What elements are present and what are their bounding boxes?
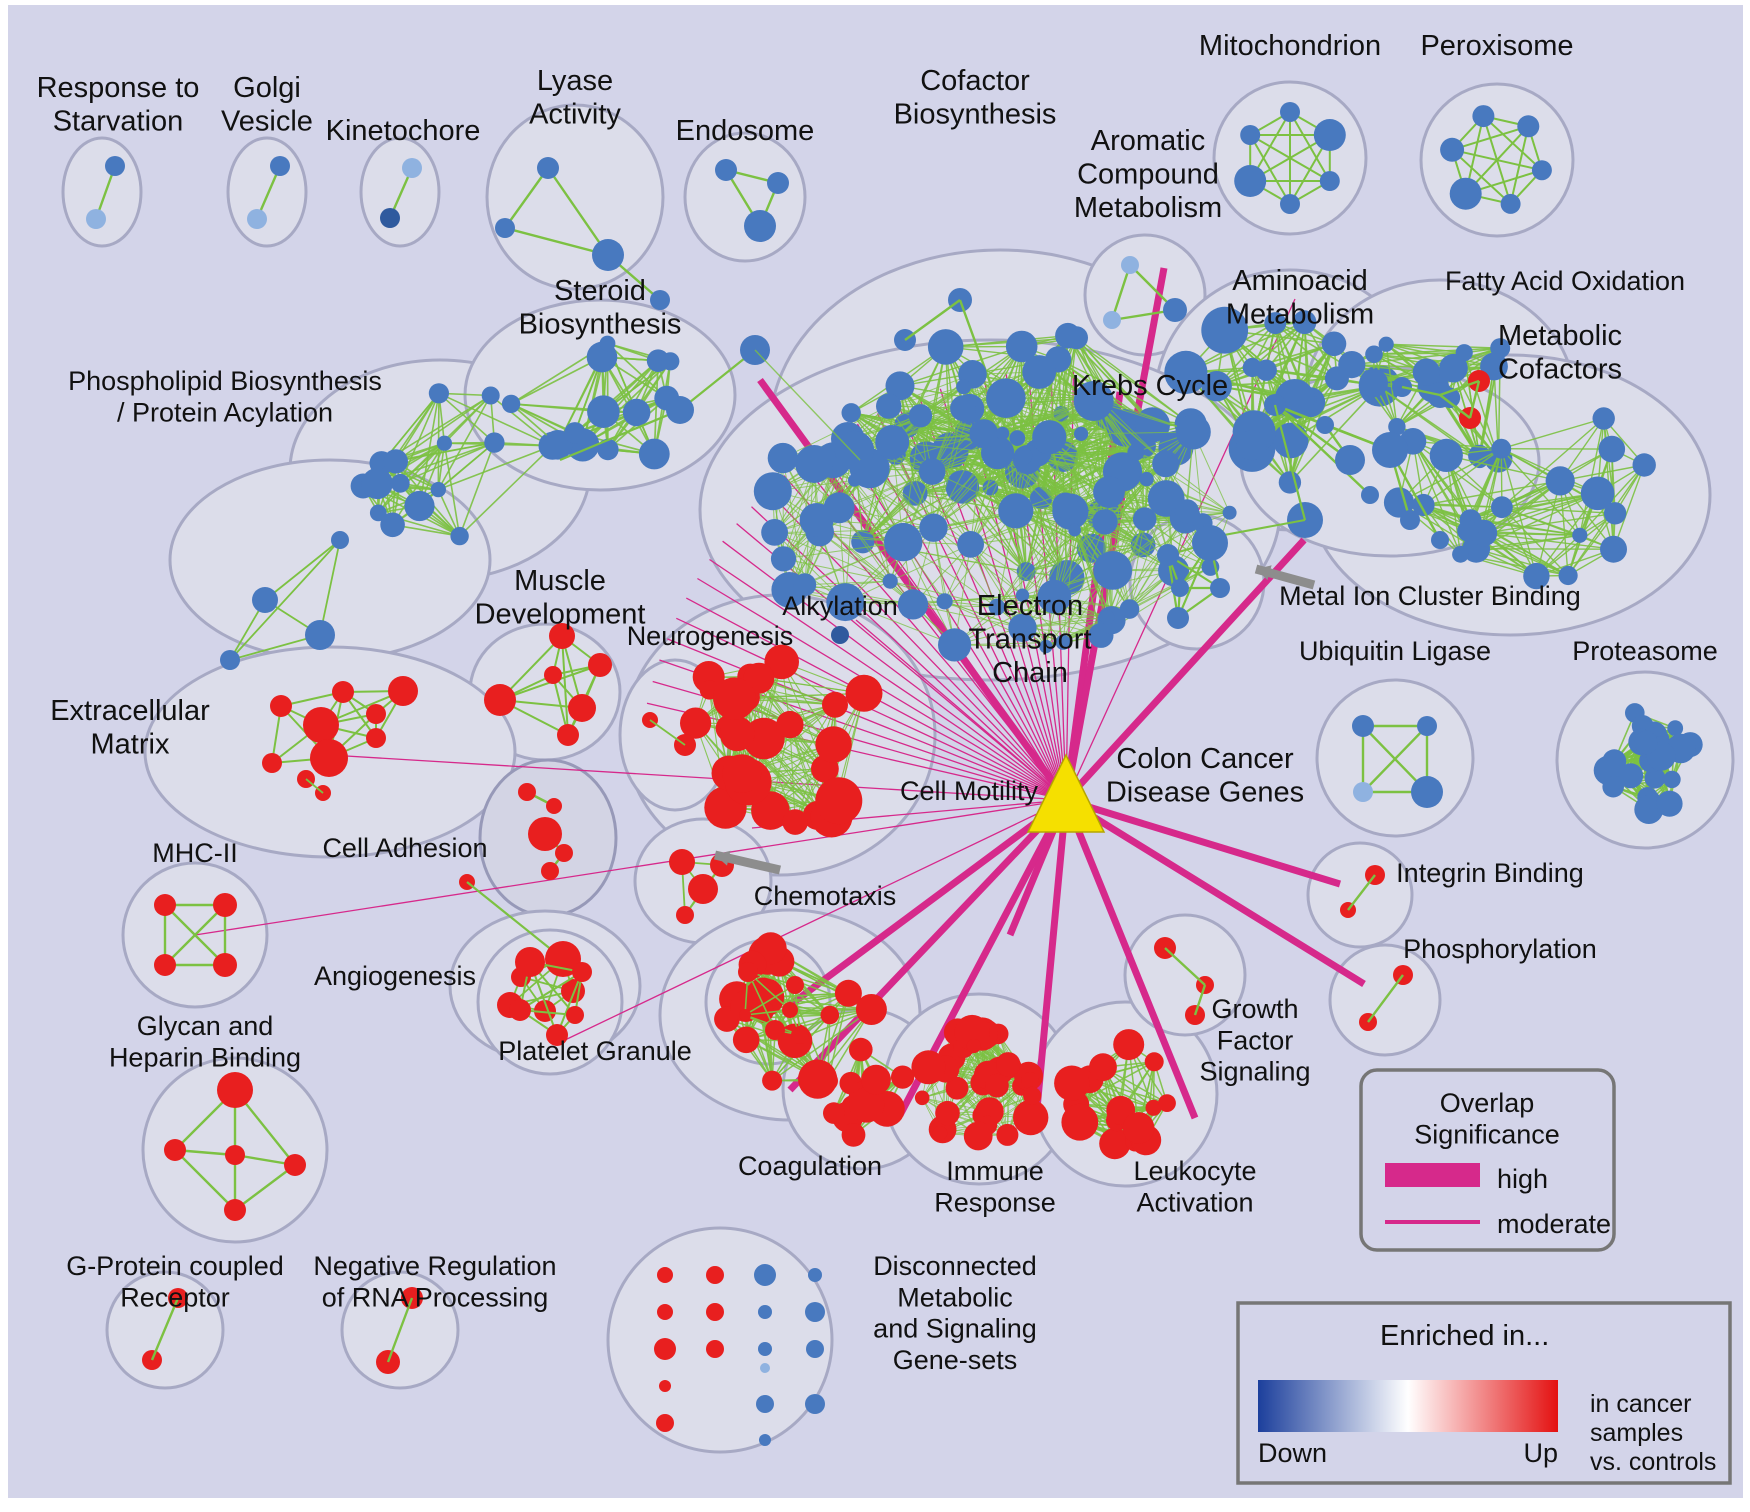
svg-text:Coagulation: Coagulation xyxy=(738,1151,882,1181)
svg-text:Platelet Granule: Platelet Granule xyxy=(498,1036,692,1066)
svg-text:Cell Motility: Cell Motility xyxy=(900,776,1039,806)
svg-text:Peroxisome: Peroxisome xyxy=(1420,30,1573,62)
svg-text:Kinetochore: Kinetochore xyxy=(326,115,481,147)
svg-text:Down: Down xyxy=(1258,1438,1327,1468)
svg-text:high: high xyxy=(1497,1164,1548,1194)
svg-text:Ubiquitin Ligase: Ubiquitin Ligase xyxy=(1299,636,1491,666)
svg-text:Neurogenesis: Neurogenesis xyxy=(627,621,794,651)
svg-text:Alkylation: Alkylation xyxy=(782,591,898,621)
svg-text:MHC-II: MHC-II xyxy=(152,838,237,868)
svg-text:Chemotaxis: Chemotaxis xyxy=(754,881,897,911)
svg-text:Up: Up xyxy=(1523,1438,1558,1468)
svg-text:Fatty Acid Oxidation: Fatty Acid Oxidation xyxy=(1445,266,1685,296)
svg-text:Krebs Cycle: Krebs Cycle xyxy=(1072,370,1228,402)
svg-text:moderate: moderate xyxy=(1497,1209,1611,1239)
svg-text:Enriched in...: Enriched in... xyxy=(1380,1320,1549,1352)
svg-text:Phosphorylation: Phosphorylation xyxy=(1403,934,1597,964)
svg-text:Integrin Binding: Integrin Binding xyxy=(1396,858,1584,888)
svg-text:Mitochondrion: Mitochondrion xyxy=(1199,30,1381,62)
svg-text:Proteasome: Proteasome xyxy=(1572,636,1718,666)
svg-text:Cell Adhesion: Cell Adhesion xyxy=(322,833,487,863)
svg-text:Angiogenesis: Angiogenesis xyxy=(314,961,476,991)
svg-text:Metal Ion Cluster Binding: Metal Ion Cluster Binding xyxy=(1279,581,1581,611)
svg-text:Endosome: Endosome xyxy=(676,115,815,147)
